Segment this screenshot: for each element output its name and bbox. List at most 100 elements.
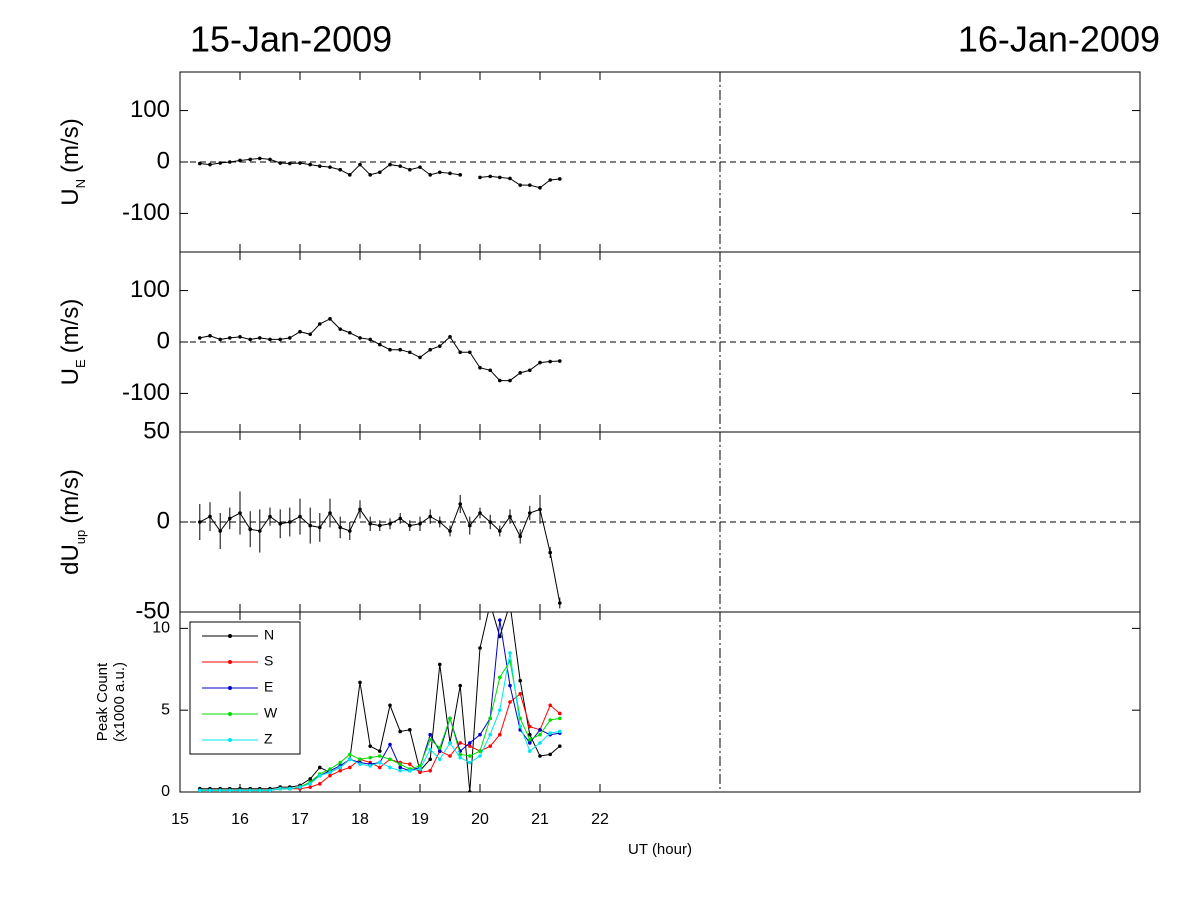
data-point — [318, 164, 322, 168]
y-axis-label: UN (m/s) — [57, 118, 88, 205]
y-axis-label: UE (m/s) — [57, 299, 88, 386]
y-tick-label: 100 — [130, 276, 170, 303]
y-axis-unit: (x1000 a.u.) — [111, 662, 128, 742]
y-label-sub: up — [73, 530, 88, 544]
data-point — [228, 516, 232, 521]
data-point — [388, 742, 392, 747]
data-point — [328, 773, 332, 778]
x-tick-label: 16 — [231, 811, 249, 828]
data-point — [498, 529, 502, 533]
x-axis-label: UT (hour) — [628, 841, 692, 858]
data-point — [288, 786, 292, 791]
data-point — [368, 173, 373, 177]
data-point — [398, 768, 403, 773]
data-point — [308, 162, 313, 167]
data-point — [348, 173, 352, 177]
data-point — [518, 724, 522, 729]
data-point — [438, 344, 442, 348]
y-label-main: dU — [57, 544, 84, 575]
data-point — [558, 711, 562, 716]
data-point — [368, 764, 373, 768]
data-point — [538, 754, 542, 758]
data-point — [378, 760, 382, 765]
data-point — [338, 525, 343, 530]
data-point — [358, 507, 362, 512]
data-point — [538, 360, 542, 365]
data-point — [518, 692, 522, 696]
data-point — [268, 337, 272, 342]
data-point — [478, 175, 482, 180]
data-point — [328, 165, 332, 169]
data-point — [378, 754, 382, 758]
legend-label: S — [264, 653, 273, 669]
data-point — [428, 347, 433, 352]
legend-marker — [228, 712, 232, 716]
data-point — [348, 752, 352, 757]
data-point — [328, 511, 332, 515]
data-point — [358, 762, 362, 766]
data-point — [338, 327, 343, 331]
data-point — [408, 523, 412, 528]
y-tick-label: 0 — [157, 507, 170, 534]
data-point — [388, 522, 392, 526]
data-point — [318, 782, 322, 786]
data-point — [378, 749, 382, 753]
data-point — [528, 741, 532, 745]
y-tick-label: 0 — [157, 147, 170, 174]
data-point — [528, 511, 532, 515]
data-point — [438, 746, 442, 750]
data-point — [438, 757, 442, 762]
data-point — [428, 747, 433, 752]
data-point — [528, 749, 532, 753]
y-label-sub: N — [73, 179, 88, 188]
y-label-main: U — [57, 368, 84, 385]
data-point — [528, 368, 532, 373]
legend-label: Z — [264, 731, 273, 747]
data-point — [368, 522, 373, 526]
data-point — [348, 529, 352, 533]
y-label-main: U — [57, 188, 84, 205]
data-point — [498, 618, 502, 622]
data-point — [518, 183, 522, 187]
data-point — [378, 170, 382, 175]
data-point — [518, 678, 522, 683]
data-point — [358, 680, 362, 685]
y-axis-label: dUup (m/s) — [57, 469, 88, 575]
data-point — [398, 729, 403, 734]
data-point — [418, 767, 422, 771]
y-label-unit: (m/s) — [57, 118, 84, 173]
data-point — [198, 336, 202, 340]
data-point — [428, 173, 433, 177]
data-point — [288, 161, 292, 166]
data-point — [378, 342, 382, 347]
data-point — [438, 520, 442, 524]
data-point — [268, 514, 272, 519]
data-point — [438, 662, 442, 667]
data-point — [308, 777, 313, 781]
data-point — [418, 770, 422, 775]
y-tick-label: -50 — [135, 597, 170, 624]
data-point — [458, 741, 463, 745]
data-point — [318, 773, 322, 778]
y-tick-label: 10 — [152, 620, 170, 637]
data-point — [398, 765, 403, 770]
data-point — [498, 175, 502, 180]
x-tick-label: 21 — [531, 811, 549, 828]
data-point — [298, 329, 302, 334]
data-point — [238, 335, 242, 339]
data-point — [238, 158, 242, 163]
data-point — [558, 601, 562, 605]
data-point — [558, 177, 562, 181]
data-point — [488, 520, 493, 524]
legend-label: W — [264, 705, 278, 721]
data-point — [238, 511, 242, 515]
data-point — [468, 760, 472, 765]
data-point — [298, 161, 302, 165]
data-point — [368, 755, 373, 760]
y-tick-label: 5 — [161, 701, 170, 718]
data-point — [458, 173, 463, 177]
data-point — [548, 359, 552, 364]
data-point — [358, 336, 362, 340]
y-tick-label: -100 — [122, 199, 170, 226]
